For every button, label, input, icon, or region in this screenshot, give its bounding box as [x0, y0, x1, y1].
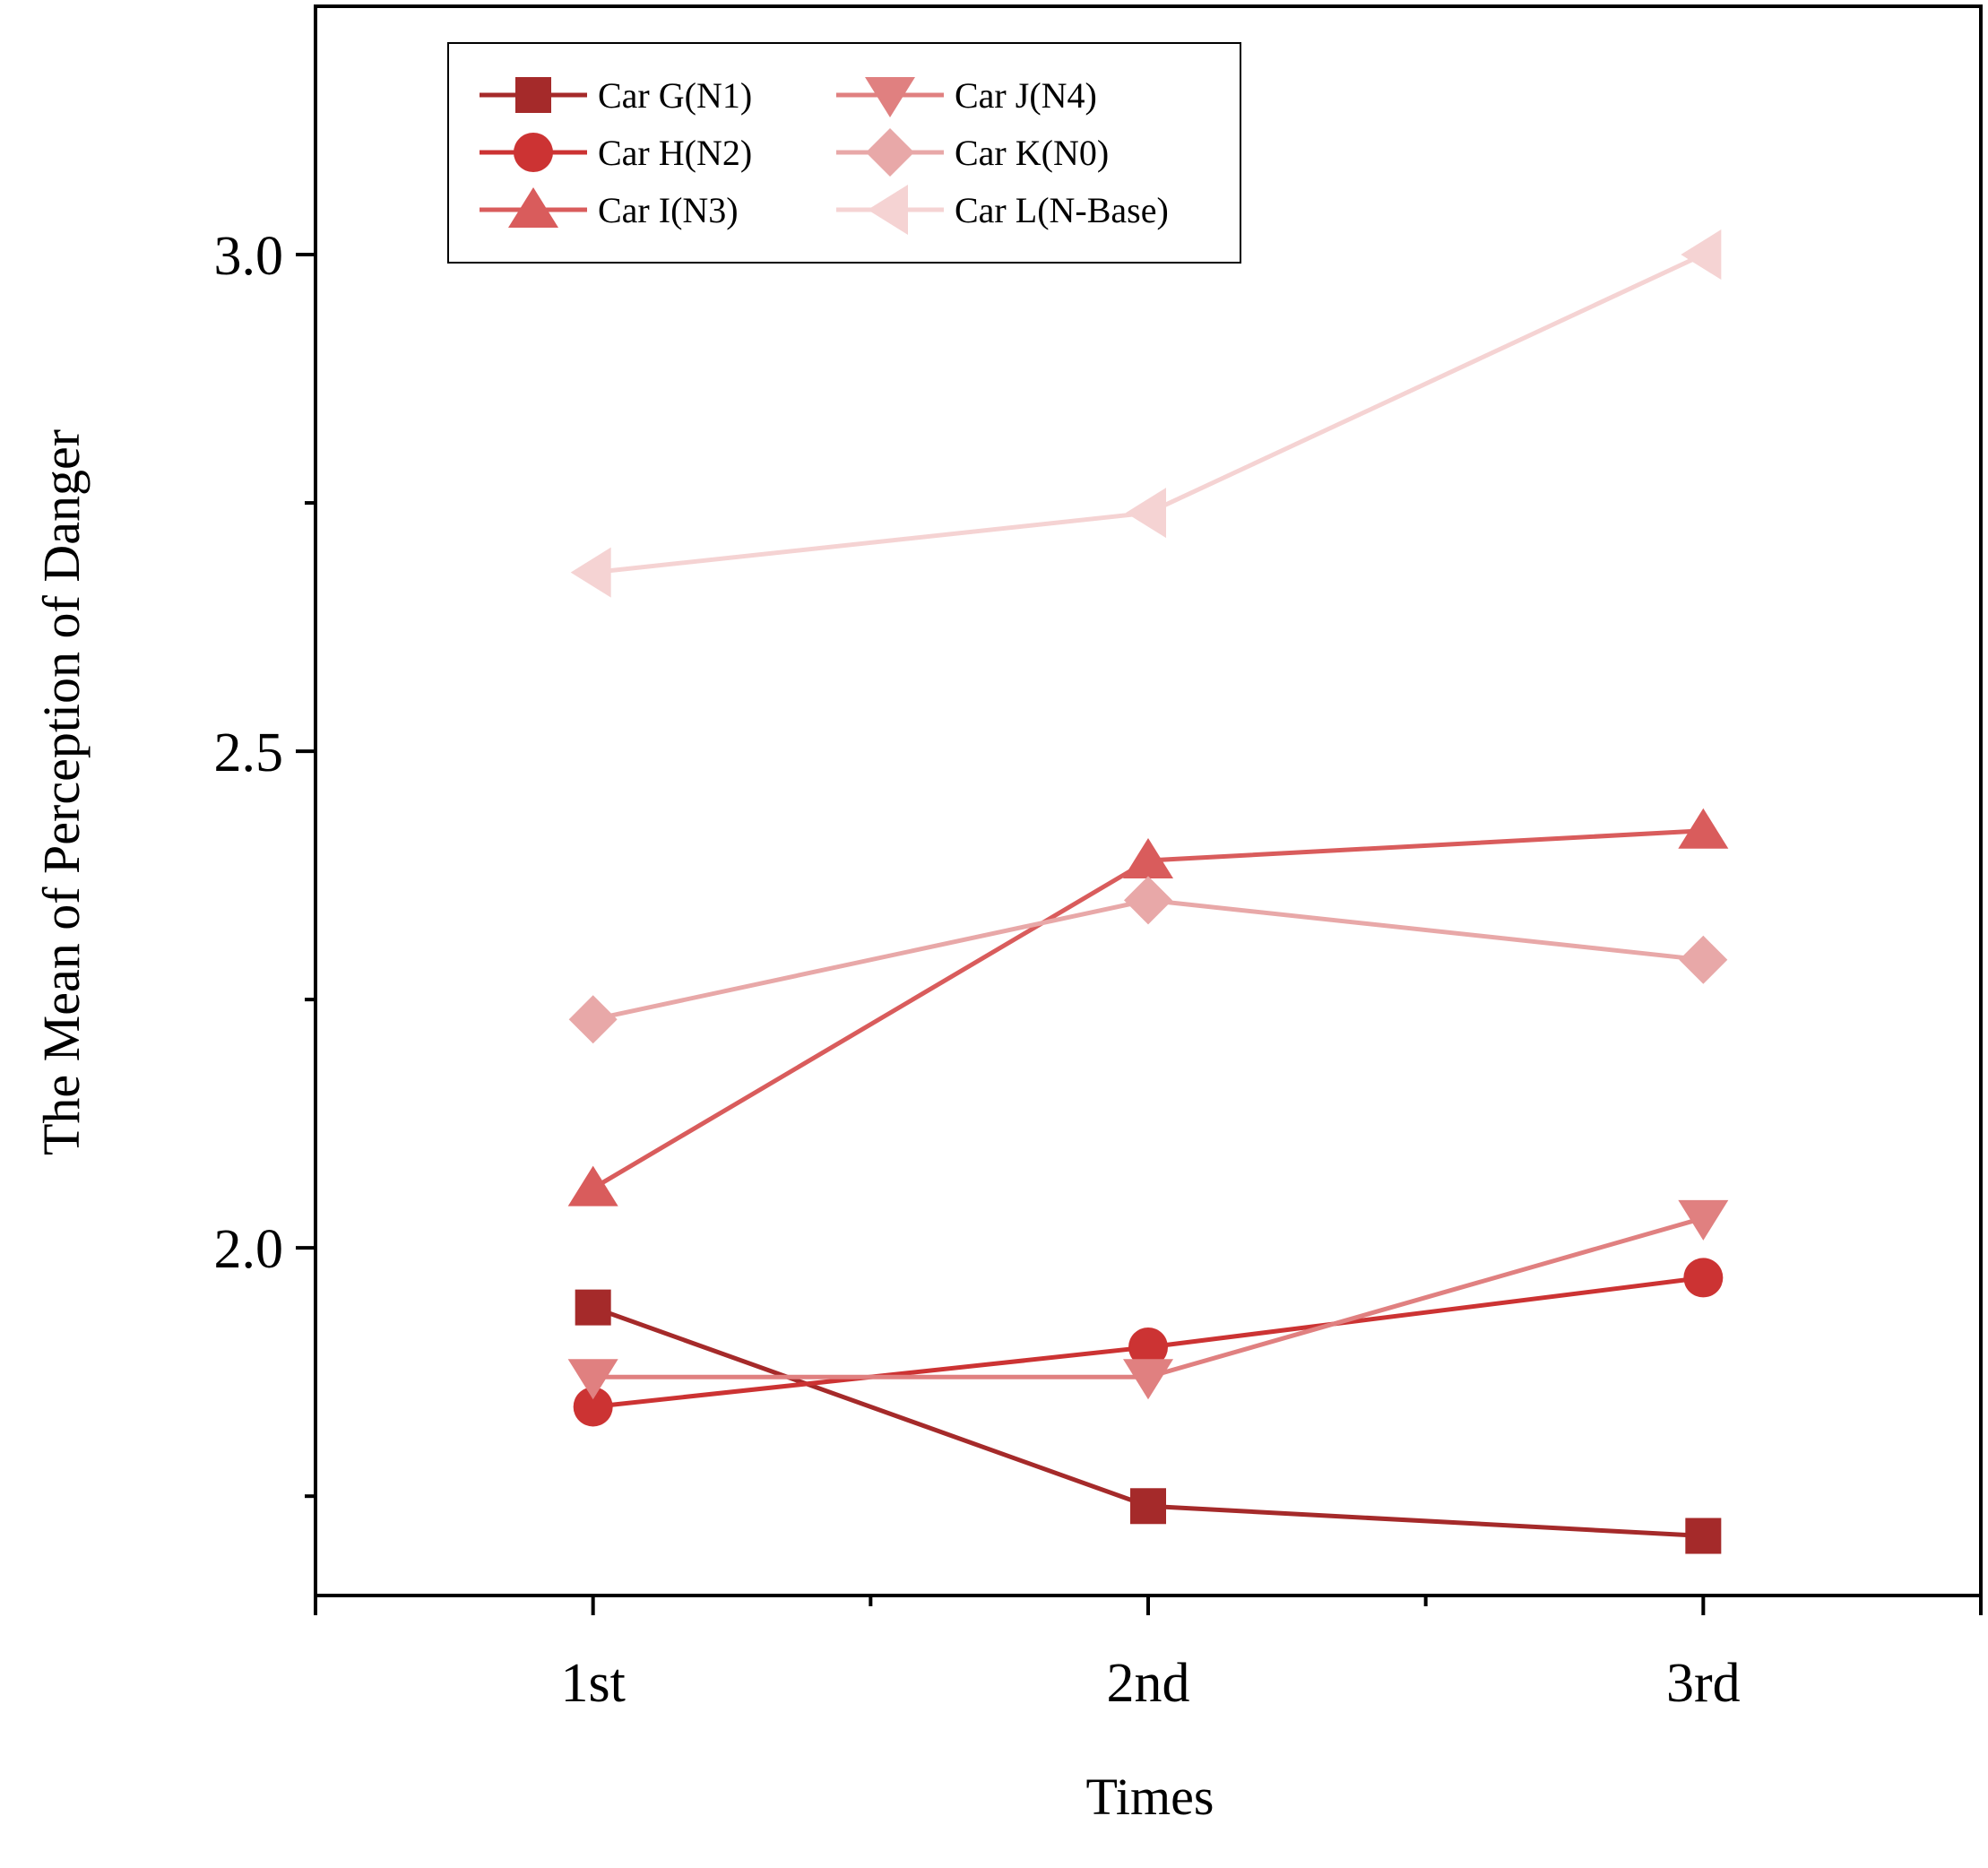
- legend-label: Car G(N1): [598, 75, 752, 116]
- data-point: [1678, 808, 1729, 849]
- data-point: [567, 1359, 618, 1400]
- legend-swatch-marker: [866, 128, 914, 177]
- x-tick-label: 2nd: [1107, 1653, 1190, 1714]
- data-point: [1130, 1488, 1166, 1525]
- legend-swatch-marker: [508, 187, 558, 228]
- legend-label: Car H(N2): [598, 133, 752, 173]
- legend-label: Car I(N3): [598, 190, 739, 230]
- x-tick-label: 3rd: [1666, 1653, 1741, 1714]
- legend-item: Car L(N-Base): [836, 185, 1169, 235]
- y-axis-label: The Mean of Perception of Danger: [32, 429, 91, 1155]
- data-point: [1683, 1258, 1724, 1298]
- y-tick-label: 2.0: [214, 1219, 284, 1280]
- data-point: [1124, 876, 1172, 925]
- legend-swatch-marker: [868, 185, 908, 235]
- series-1: [575, 1289, 1722, 1554]
- legend-swatch-marker: [515, 77, 551, 113]
- legend-item: Car H(N2): [480, 133, 752, 173]
- data-point: [573, 1387, 613, 1427]
- x-tick-label: 1st: [560, 1653, 625, 1714]
- legend-label: Car K(N0): [955, 133, 1109, 173]
- series-5: [568, 876, 1728, 1044]
- legend-item: Car I(N3): [480, 187, 739, 230]
- series-2: [573, 1258, 1724, 1427]
- series-4: [567, 1199, 1729, 1400]
- x-axis-label: Times: [1086, 1768, 1214, 1826]
- legend: Car G(N1) Car H(N2) Car I(N3) Car J(N4) Car …: [447, 42, 1241, 264]
- series-3: [567, 808, 1729, 1206]
- data-point: [1126, 488, 1166, 539]
- data-point: [1128, 1327, 1168, 1367]
- legend-swatch-marker: [865, 77, 915, 117]
- data-point: [570, 547, 611, 598]
- data-point: [1678, 1199, 1729, 1241]
- legend-item: Car K(N0): [836, 128, 1109, 177]
- data-point: [575, 1289, 611, 1326]
- series-6: [570, 229, 1722, 598]
- legend-label: Car L(N-Base): [955, 190, 1169, 230]
- axes: 2.0 2.5 3.0 1st 2nd 3rd: [214, 4, 1983, 1714]
- series-group: [567, 229, 1729, 1554]
- data-point: [568, 995, 618, 1044]
- legend-item: Car J(N4): [836, 75, 1097, 117]
- data-point: [1123, 837, 1173, 878]
- legend-label: Car J(N4): [955, 75, 1097, 116]
- data-point: [1681, 229, 1722, 281]
- legend-swatch-marker: [514, 133, 553, 172]
- data-point: [1679, 935, 1728, 984]
- y-tick-label: 3.0: [214, 226, 284, 287]
- data-point: [567, 1165, 618, 1206]
- data-point: [1123, 1359, 1173, 1400]
- legend-item: Car G(N1): [480, 75, 752, 116]
- y-tick-label: 2.5: [214, 722, 284, 783]
- data-point: [1685, 1518, 1722, 1554]
